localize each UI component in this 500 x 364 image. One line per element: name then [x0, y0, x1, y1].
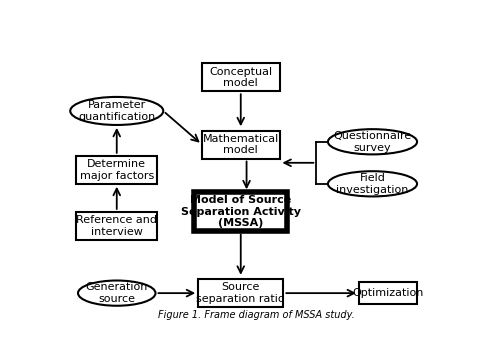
Text: Source
separation ratio: Source separation ratio [196, 282, 285, 304]
Text: Figure 1. Frame diagram of MSSA study.: Figure 1. Frame diagram of MSSA study. [158, 310, 354, 320]
Text: Optimization: Optimization [352, 288, 424, 298]
FancyBboxPatch shape [198, 279, 284, 307]
FancyBboxPatch shape [202, 63, 280, 91]
Text: Field
investigation: Field investigation [336, 173, 408, 195]
Text: Conceptual
model: Conceptual model [209, 67, 272, 88]
FancyBboxPatch shape [76, 156, 158, 184]
Ellipse shape [78, 281, 156, 306]
FancyBboxPatch shape [76, 212, 158, 240]
Text: Parameter
quantification: Parameter quantification [78, 100, 156, 122]
Text: Model of Source
Separation Activity
(MSSA): Model of Source Separation Activity (MSS… [181, 195, 301, 229]
Ellipse shape [328, 171, 417, 197]
Text: Determine
major factors: Determine major factors [80, 159, 154, 181]
Ellipse shape [70, 97, 163, 125]
FancyBboxPatch shape [202, 131, 280, 159]
Ellipse shape [328, 129, 417, 154]
Text: Mathematical
model: Mathematical model [202, 134, 279, 155]
FancyBboxPatch shape [194, 192, 287, 232]
Text: Reference and
interview: Reference and interview [76, 215, 157, 237]
Text: Questionnaire
survey: Questionnaire survey [334, 131, 411, 153]
Text: Generation
source: Generation source [86, 282, 148, 304]
FancyBboxPatch shape [359, 282, 417, 304]
